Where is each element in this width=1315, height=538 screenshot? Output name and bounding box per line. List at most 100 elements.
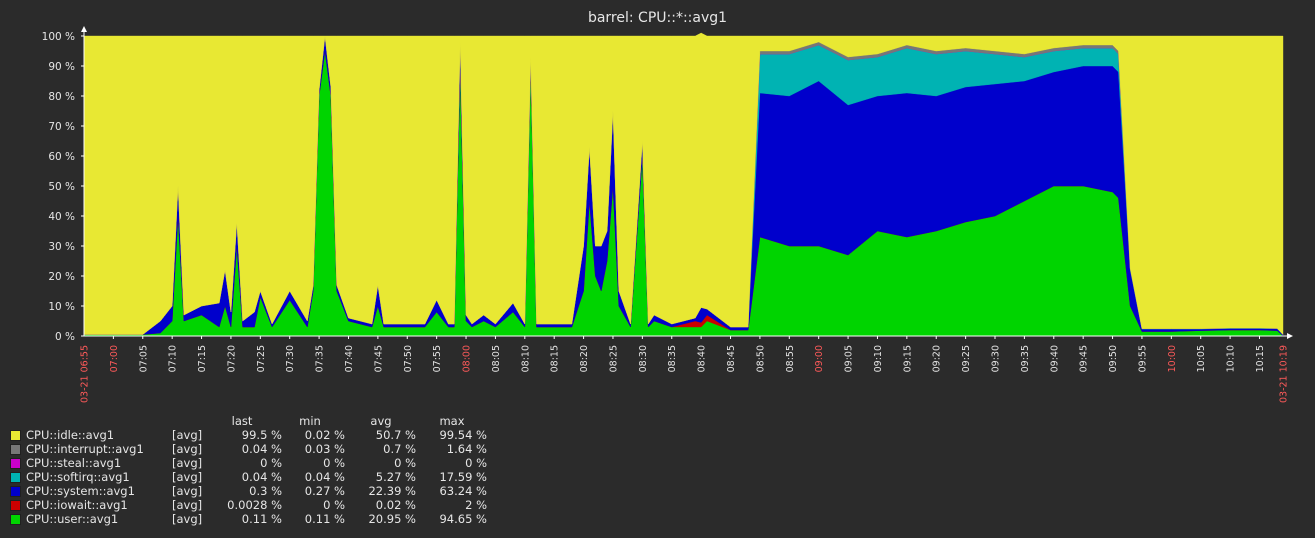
- x-hour-label: 07:00: [109, 345, 120, 372]
- legend-max: 99.54 %: [439, 428, 487, 442]
- legend-min: 0.04 %: [304, 470, 345, 484]
- legend-avg: 50.7 %: [375, 428, 416, 442]
- legend-last: 0 %: [260, 456, 282, 470]
- legend-series-name: CPU::system::avg1: [26, 484, 135, 498]
- x-tick-label: 09:10: [873, 345, 884, 372]
- legend-agg: [avg]: [172, 428, 203, 442]
- legend-series-name: CPU::iowait::avg1: [26, 498, 128, 512]
- x-hour-label: 09:00: [814, 345, 825, 372]
- legend-min: 0.02 %: [304, 428, 345, 442]
- legend-max: 1.64 %: [446, 442, 487, 456]
- y-axis-arrow: [81, 26, 87, 32]
- legend-agg: [avg]: [172, 470, 203, 484]
- legend-last: 0.3 %: [249, 484, 282, 498]
- legend-agg: [avg]: [172, 484, 203, 498]
- legend-min: 0.11 %: [304, 512, 345, 526]
- legend-avg: 5.27 %: [375, 470, 416, 484]
- legend-swatch: [10, 500, 21, 511]
- legend-min: 0 %: [323, 498, 345, 512]
- legend-series-name: CPU::user::avg1: [26, 512, 119, 526]
- legend-max: 63.24 %: [439, 484, 487, 498]
- x-tick-label: 07:05: [138, 345, 149, 372]
- x-tick-label: 09:25: [961, 345, 972, 372]
- x-tick-label: 09:05: [844, 345, 855, 372]
- y-tick-label: 40 %: [48, 211, 75, 223]
- x-tick-label: 08:35: [667, 345, 678, 372]
- x-tick-label: 09:55: [1137, 345, 1148, 372]
- x-tick-label: 08:50: [755, 345, 766, 372]
- y-tick-label: 80 %: [48, 91, 75, 103]
- legend-last: 0.11 %: [241, 512, 282, 526]
- y-tick-label: 70 %: [48, 121, 75, 133]
- legend-max: 0 %: [465, 456, 487, 470]
- legend-header-min: min: [299, 414, 321, 428]
- legend-avg: 0.02 %: [375, 498, 416, 512]
- legend-agg: [avg]: [172, 498, 203, 512]
- y-tick-label: 50 %: [48, 181, 75, 193]
- x-tick-label: 10:15: [1255, 345, 1266, 372]
- x-tick-label: 08:40: [697, 345, 708, 372]
- x-tick-label: 09:45: [1079, 345, 1090, 372]
- legend-swatch: [10, 514, 21, 525]
- x-tick-label: 09:20: [932, 345, 943, 372]
- chart-title: barrel: CPU::*::avg1: [587, 10, 728, 26]
- legend-avg: 20.95 %: [368, 512, 416, 526]
- x-tick-label: 07:40: [344, 345, 355, 372]
- x-hour-label: 10:00: [1167, 345, 1178, 372]
- legend-max: 17.59 %: [439, 470, 487, 484]
- chart-svg: 0 % 10 % 20 % 30 % 40 % 50 % 60 % 70 % 80 % 90 % 1…: [42, 26, 1293, 403]
- legend-max: 94.65 %: [439, 512, 487, 526]
- y-tick-label: 60 %: [48, 151, 75, 163]
- x-tick-label: 07:35: [315, 345, 326, 372]
- legend-agg: [avg]: [172, 512, 203, 526]
- x-tick-label: 07:45: [373, 345, 384, 372]
- legend-swatch: [10, 472, 21, 483]
- legend-min: 0.27 %: [304, 484, 345, 498]
- x-tick-label: 08:30: [638, 345, 649, 372]
- legend-header-avg: avg: [370, 414, 392, 428]
- x-tick-label: 10:10: [1226, 345, 1237, 372]
- x-tick-label: 08:05: [491, 345, 502, 372]
- legend-swatch: [10, 458, 21, 469]
- legend-agg: [avg]: [172, 442, 203, 456]
- y-tick-label: 100 %: [42, 31, 75, 43]
- y-tick-label: 90 %: [48, 61, 75, 73]
- x-tick-label: 08:15: [550, 345, 561, 372]
- x-tick-label: 07:10: [168, 345, 179, 372]
- legend-min: 0.03 %: [304, 442, 345, 456]
- legend-series-name: CPU::interrupt::avg1: [26, 442, 144, 456]
- legend-swatch: [10, 430, 21, 441]
- legend-header-max: max: [439, 414, 465, 428]
- x-tick-label: 09:15: [902, 345, 913, 372]
- legend-agg: [avg]: [172, 456, 203, 470]
- legend-swatch: [10, 444, 21, 455]
- y-tick-label: 10 %: [48, 301, 75, 313]
- y-tick-label: 30 %: [48, 241, 75, 253]
- x-hour-label: 08:00: [462, 345, 473, 372]
- y-tick-label: 20 %: [48, 271, 75, 283]
- x-edge-label: 03-21 06:55: [80, 345, 91, 403]
- x-tick-label: 08:10: [520, 345, 531, 372]
- legend-avg: 0 %: [394, 456, 416, 470]
- legend-series-name: CPU::steal::avg1: [26, 456, 122, 470]
- x-tick-label: 07:15: [197, 345, 208, 372]
- x-tick-label: 10:05: [1196, 345, 1207, 372]
- x-tick-label: 09:50: [1108, 345, 1119, 372]
- legend-min: 0 %: [323, 456, 345, 470]
- x-tick-label: 08:20: [579, 345, 590, 372]
- x-tick-label: 07:55: [432, 345, 443, 372]
- x-tick-label: 07:25: [256, 345, 267, 372]
- legend-avg: 0.7 %: [383, 442, 416, 456]
- legend-swatch: [10, 486, 21, 497]
- x-tick-label: 07:30: [285, 345, 296, 372]
- x-tick-label: 09:40: [1049, 345, 1060, 372]
- legend-series-name: CPU::softirq::avg1: [26, 470, 130, 484]
- legend-avg: 22.39 %: [368, 484, 416, 498]
- x-tick-label: 07:50: [403, 345, 414, 372]
- chart-axes: 0 % 10 % 20 % 30 % 40 % 50 % 60 % 70 % 80 % 90 % 1…: [42, 26, 1293, 403]
- x-tick-label: 08:55: [785, 345, 796, 372]
- legend-last: 0.04 %: [241, 442, 282, 456]
- legend-header-last: last: [231, 414, 253, 428]
- x-tick-label: 07:20: [226, 345, 237, 372]
- legend-last: 0.0028 %: [227, 498, 282, 512]
